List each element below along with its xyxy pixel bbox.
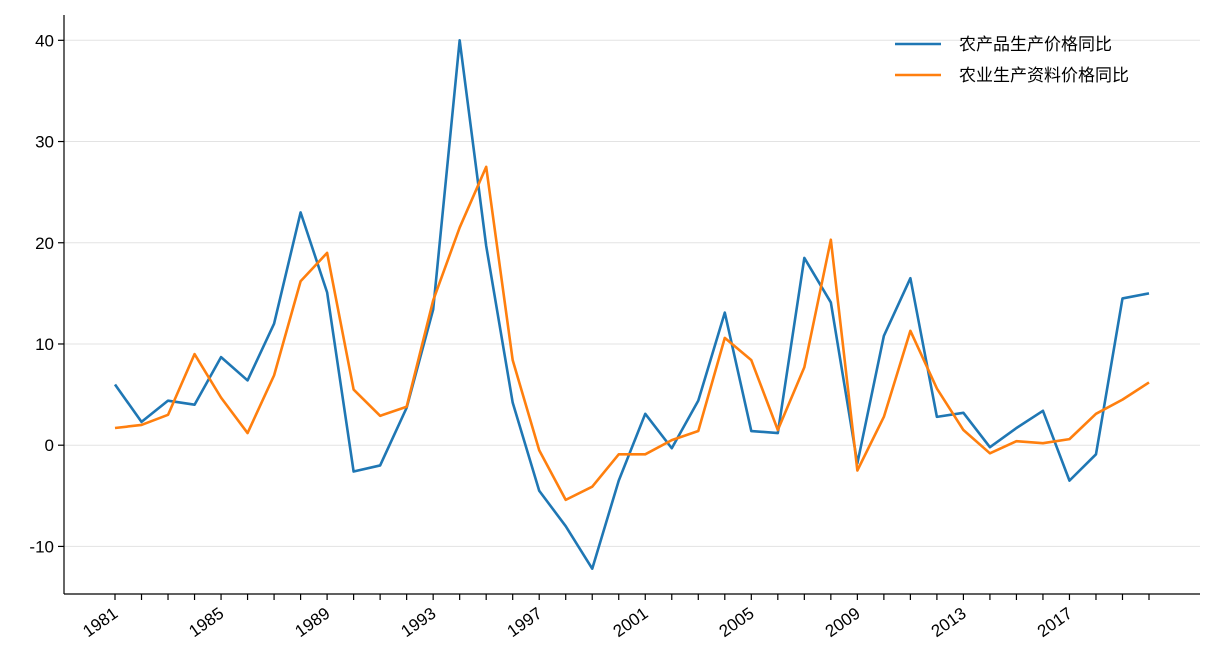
x-tick-label: 1989 <box>292 604 334 641</box>
y-tick-label: 10 <box>35 335 54 354</box>
y-tick-label: 20 <box>35 234 54 253</box>
line-series <box>114 165 1150 502</box>
y-tick-label: -10 <box>29 537 54 556</box>
x-tick-label: 1981 <box>79 604 121 641</box>
x-tick-label: 2009 <box>822 604 864 641</box>
x-tick-label: 1993 <box>398 604 440 641</box>
legend-label: 农业生产资料价格同比 <box>959 66 1129 85</box>
x-tick-label: 2013 <box>928 604 970 641</box>
line-series <box>113 39 1150 570</box>
x-tick-label: 2005 <box>716 604 758 641</box>
y-tick-label: 30 <box>35 133 54 152</box>
x-tick-label: 1997 <box>504 604 546 641</box>
x-tick-label: 1985 <box>185 604 227 641</box>
legend-label: 农产品生产价格同比 <box>959 35 1112 54</box>
y-tick-label: 0 <box>45 436 54 455</box>
x-tick-label: 2001 <box>610 604 652 641</box>
y-tick-label: 40 <box>35 31 54 50</box>
x-tick-label: 2017 <box>1034 604 1076 641</box>
